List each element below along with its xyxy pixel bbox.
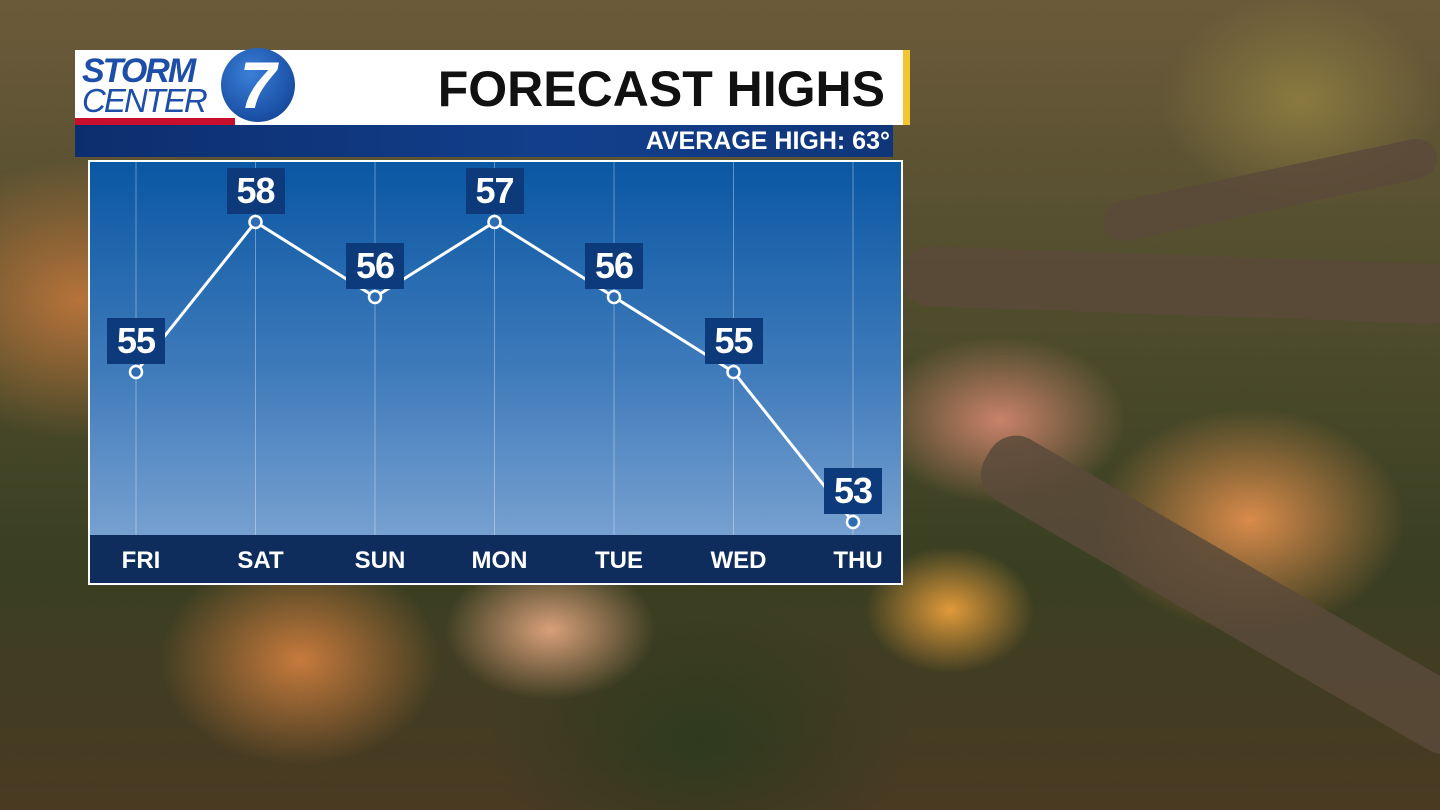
accent-stripe	[903, 50, 910, 125]
data-point	[726, 364, 741, 380]
data-label: 55	[107, 318, 165, 364]
data-label: 53	[824, 468, 882, 514]
data-label: 56	[585, 243, 643, 289]
x-tick-label: MON	[471, 547, 528, 574]
data-point	[128, 364, 144, 380]
data-point	[248, 214, 263, 230]
data-label: 58	[226, 168, 285, 214]
line-chart	[128, 162, 861, 535]
x-tick-label: WED	[710, 547, 767, 574]
x-tick-label: FRI	[121, 547, 161, 574]
x-axis-bar	[90, 535, 901, 583]
data-label: 55	[704, 318, 763, 364]
data-point	[367, 289, 383, 305]
subtitle-bar	[75, 125, 893, 157]
data-point	[606, 289, 622, 305]
x-tick-label: SUN	[354, 547, 406, 574]
header-bar	[75, 50, 910, 125]
logo-underline	[75, 118, 235, 125]
x-tick-label: THU	[833, 547, 883, 574]
chart-panel: 55 FRI 58 SAT 56 SUN 57 MON 56 TUE 55 WED 53 THU	[88, 160, 903, 585]
background-branch	[1099, 135, 1440, 245]
background-branch	[899, 245, 1440, 325]
data-point	[845, 514, 861, 530]
data-label: 57	[465, 168, 524, 214]
data-point	[487, 214, 502, 230]
page-title: FORECAST HIGHS	[437, 61, 885, 117]
logo-seven: 7	[221, 48, 295, 122]
x-tick-label: SAT	[237, 547, 284, 574]
x-tick-label: TUE	[595, 547, 643, 574]
average-high: AVERAGE HIGH: 63°	[645, 127, 890, 155]
data-label: 56	[346, 243, 404, 289]
logo: STORM CENTER	[82, 52, 208, 119]
background-branch	[970, 424, 1440, 766]
